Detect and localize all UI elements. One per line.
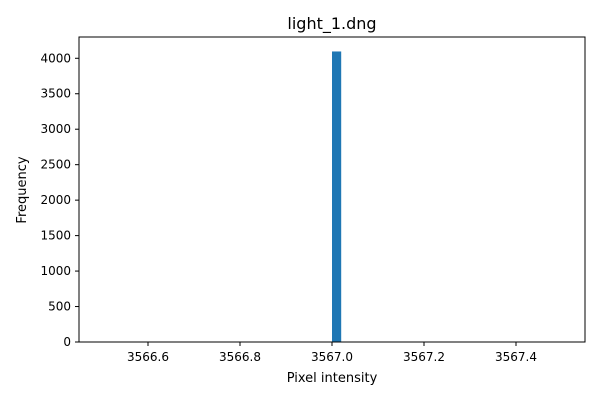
x-axis-label: Pixel intensity	[287, 371, 378, 386]
y-tick-label: 500	[48, 300, 71, 314]
histogram-bar-0	[332, 51, 342, 342]
plot-area-frame	[78, 36, 586, 343]
y-tick-label: 4000	[40, 51, 71, 65]
y-tick-label: 1500	[40, 229, 71, 243]
x-axis-ticks: 3566.6 3566.8 3567.0 3567.2 3567.4	[127, 342, 537, 364]
x-tick-label: 3567.2	[403, 350, 445, 364]
bars-layer	[332, 51, 342, 342]
y-tick-label: 2500	[40, 158, 71, 172]
y-axis-label: Frequency	[15, 156, 30, 223]
y-tick-label: 3500	[40, 87, 71, 101]
x-tick-label: 3567.4	[495, 350, 537, 364]
y-tick-label: 2000	[40, 193, 71, 207]
y-tick-label: 3000	[40, 122, 71, 136]
chart-title: light_1.dng	[287, 14, 376, 34]
x-tick-label: 3566.6	[127, 350, 169, 364]
x-tick-label: 3567.0	[311, 350, 353, 364]
y-axis-ticks: 0 500 1000 1500 2000 2500 3000 3500 4000	[40, 51, 79, 349]
y-tick-label: 0	[63, 335, 71, 349]
x-tick-label: 3566.8	[219, 350, 261, 364]
y-tick-label: 1000	[40, 264, 71, 278]
